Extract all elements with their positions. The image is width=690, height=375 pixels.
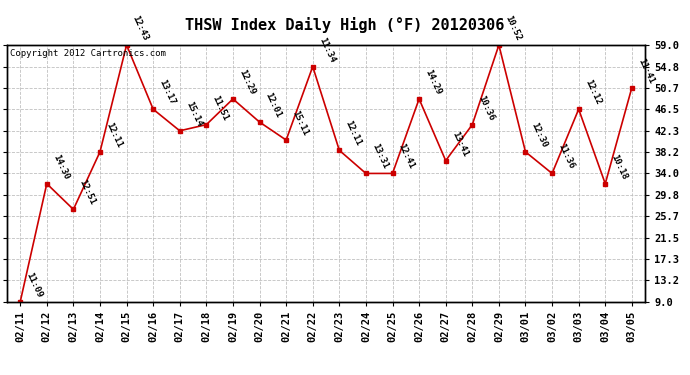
- Text: 12:51: 12:51: [77, 178, 97, 207]
- Text: 10:36: 10:36: [477, 94, 496, 122]
- Text: 15:14: 15:14: [184, 100, 204, 128]
- Text: 12:41: 12:41: [397, 142, 416, 171]
- Text: 12:01: 12:01: [264, 91, 283, 119]
- Text: 12:12: 12:12: [583, 78, 602, 106]
- Text: 10:52: 10:52: [503, 14, 522, 42]
- Text: 12:11: 12:11: [104, 121, 124, 149]
- Text: 12:11: 12:11: [344, 119, 363, 147]
- Text: 14:29: 14:29: [423, 68, 443, 96]
- Text: 11:41: 11:41: [636, 57, 656, 85]
- Text: Copyright 2012 Cartronics.com: Copyright 2012 Cartronics.com: [10, 49, 166, 58]
- Text: 15:11: 15:11: [290, 109, 310, 137]
- Text: 13:17: 13:17: [157, 78, 177, 106]
- Text: 11:51: 11:51: [210, 94, 230, 122]
- Text: THSW Index Daily High (°F) 20120306: THSW Index Daily High (°F) 20120306: [186, 17, 504, 33]
- Text: 13:41: 13:41: [450, 130, 469, 158]
- Text: 10:18: 10:18: [609, 153, 629, 181]
- Text: 12:43: 12:43: [130, 14, 150, 42]
- Text: 14:30: 14:30: [51, 153, 70, 181]
- Text: 12:29: 12:29: [237, 68, 257, 96]
- Text: 11:36: 11:36: [556, 142, 575, 171]
- Text: 13:31: 13:31: [370, 142, 390, 171]
- Text: 12:30: 12:30: [530, 121, 549, 149]
- Text: 11:09: 11:09: [24, 271, 44, 299]
- Text: 11:34: 11:34: [317, 36, 337, 64]
